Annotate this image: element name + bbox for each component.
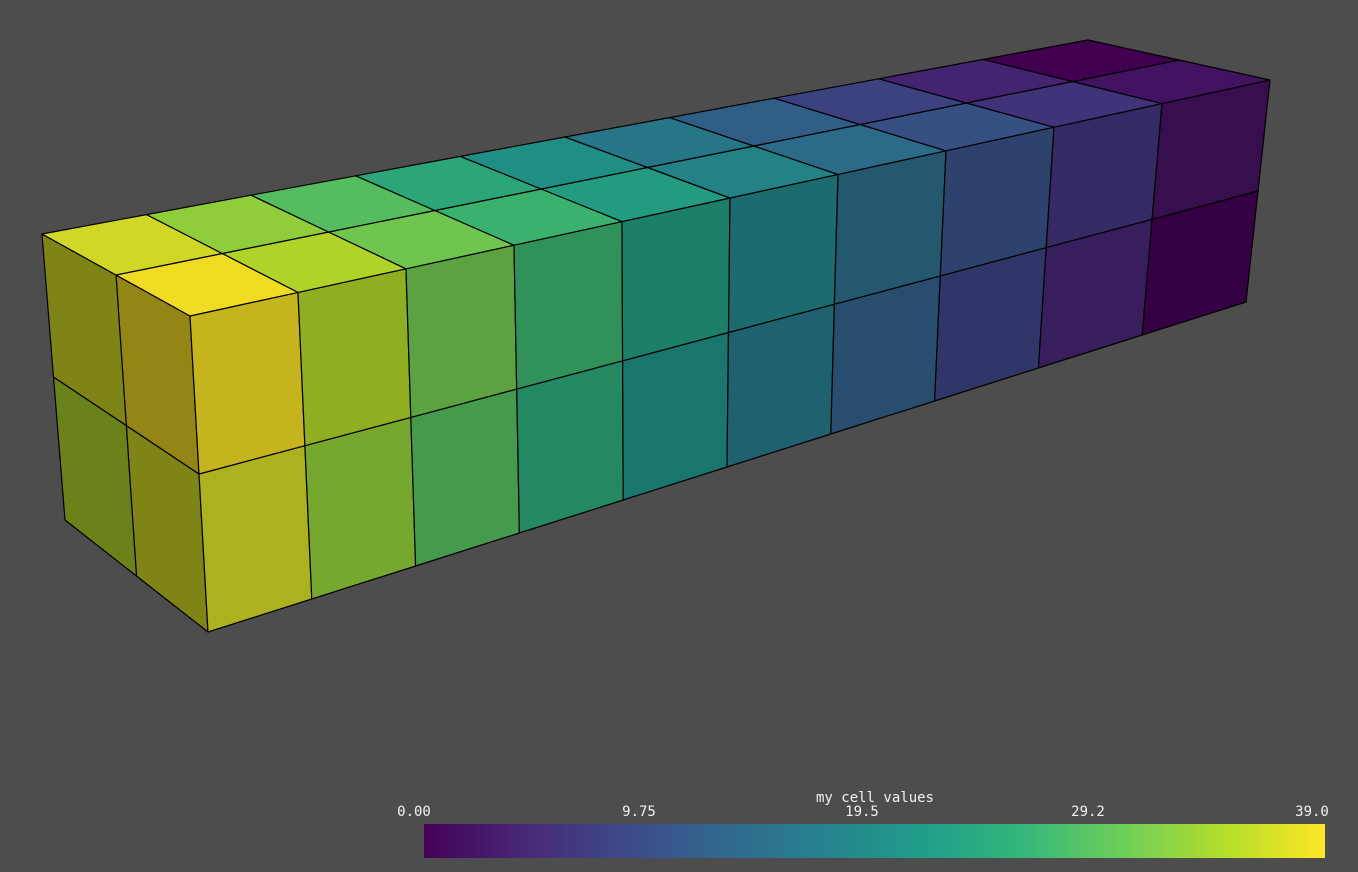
mesh-cell-face-front (621, 331, 730, 501)
scalar-bar-max-label: 39.0 (1295, 804, 1329, 820)
mesh-cell-face-front (410, 388, 521, 567)
scalar-bar-min-label: 0.00 (397, 804, 431, 820)
mesh-cell-face-front (513, 221, 624, 390)
mesh-cell-face-front (621, 197, 731, 362)
scalar-bar-tick-label: 29.2 (1071, 804, 1105, 820)
mesh-cell-face-front (516, 360, 624, 534)
scalar-bar-tick-label: 19.5 (845, 804, 879, 820)
scalar-bar-title: my cell values (815, 790, 934, 806)
mesh-cell-face-front (297, 268, 412, 447)
scalar-bar (424, 824, 1325, 858)
mesh-cell-face-front (198, 445, 313, 633)
mesh-cell-face-front (304, 416, 417, 600)
scalar-bar-tick-label: 9.75 (622, 804, 656, 820)
mesh-cell-face-front (189, 291, 306, 475)
mesh-cell-face-top (982, 39, 1180, 83)
mesh-cell-face-front (405, 244, 518, 418)
